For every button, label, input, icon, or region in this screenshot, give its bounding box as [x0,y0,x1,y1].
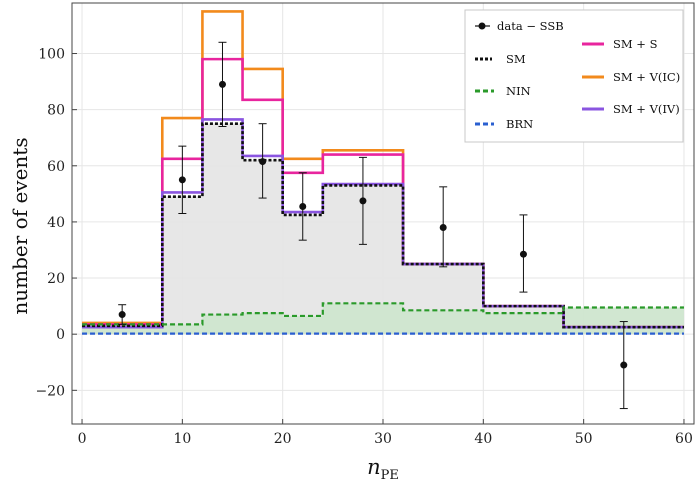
y-tick-label: 20 [47,271,65,287]
y-tick-label: 40 [47,215,65,231]
legend-label-data: data − SSB [497,19,564,33]
series-line-sm [82,122,684,329]
y-tick-label: 0 [56,327,65,343]
legend-entry-sm: SM [475,52,526,66]
data-point [519,250,527,258]
legend-entry-sm-viv: SM + V(IV) [582,102,680,116]
legend-label-sm-viv: SM + V(IV) [613,102,680,116]
y-tick-label: −20 [35,383,65,399]
legend-label-nin: NIN [506,84,531,98]
legend-entry-brn: BRN [475,117,533,131]
data-point [359,197,367,205]
legend-label-sm-s: SM + S [613,37,658,51]
x-tick-label: 10 [173,431,191,447]
legend-swatch-data-point [478,22,486,30]
legend-entry-data: data − SSB [475,19,564,33]
data-point [218,80,226,88]
legend-label-sm: SM [506,52,526,66]
x-axis-label-main: n [367,455,381,479]
legend-label-sm-vic: SM + V(IC) [613,70,680,84]
data-point [118,311,126,319]
y-tick-label: 60 [47,159,65,175]
data-point [178,176,186,184]
data-point [259,158,267,166]
x-tick-label: 60 [675,431,693,447]
data-point [299,202,307,210]
data-point [620,361,628,369]
plot-area: 0 10 20 30 40 50 60 −20 0 20 40 60 80 100 [35,2,695,447]
legend-label-brn: BRN [506,117,533,131]
x-tick-label: 20 [274,431,292,447]
legend-entry-sm-vic: SM + V(IC) [582,70,680,84]
x-axis-label: nPE [367,455,399,483]
x-axis-label-subscript: PE [381,468,399,483]
legend-entry-nin: NIN [475,84,531,98]
y-tick-label: 80 [47,103,65,119]
legend: data − SSB SM NIN BRN SM + S SM + V(IC) … [464,9,684,143]
y-axis-label: number of events [8,137,32,314]
legend-entry-sm-s: SM + S [582,37,658,51]
y-tick-label: 100 [38,47,65,63]
data-point [439,224,447,232]
x-tick-label: 0 [78,431,87,447]
series-line-nin [82,302,684,326]
x-tick-label: 40 [474,431,492,447]
legend-box [464,9,684,143]
nin-fill-area [82,303,684,335]
sm-fill-area [82,123,684,335]
x-tick-label: 30 [374,431,392,447]
x-tick-label: 50 [575,431,593,447]
